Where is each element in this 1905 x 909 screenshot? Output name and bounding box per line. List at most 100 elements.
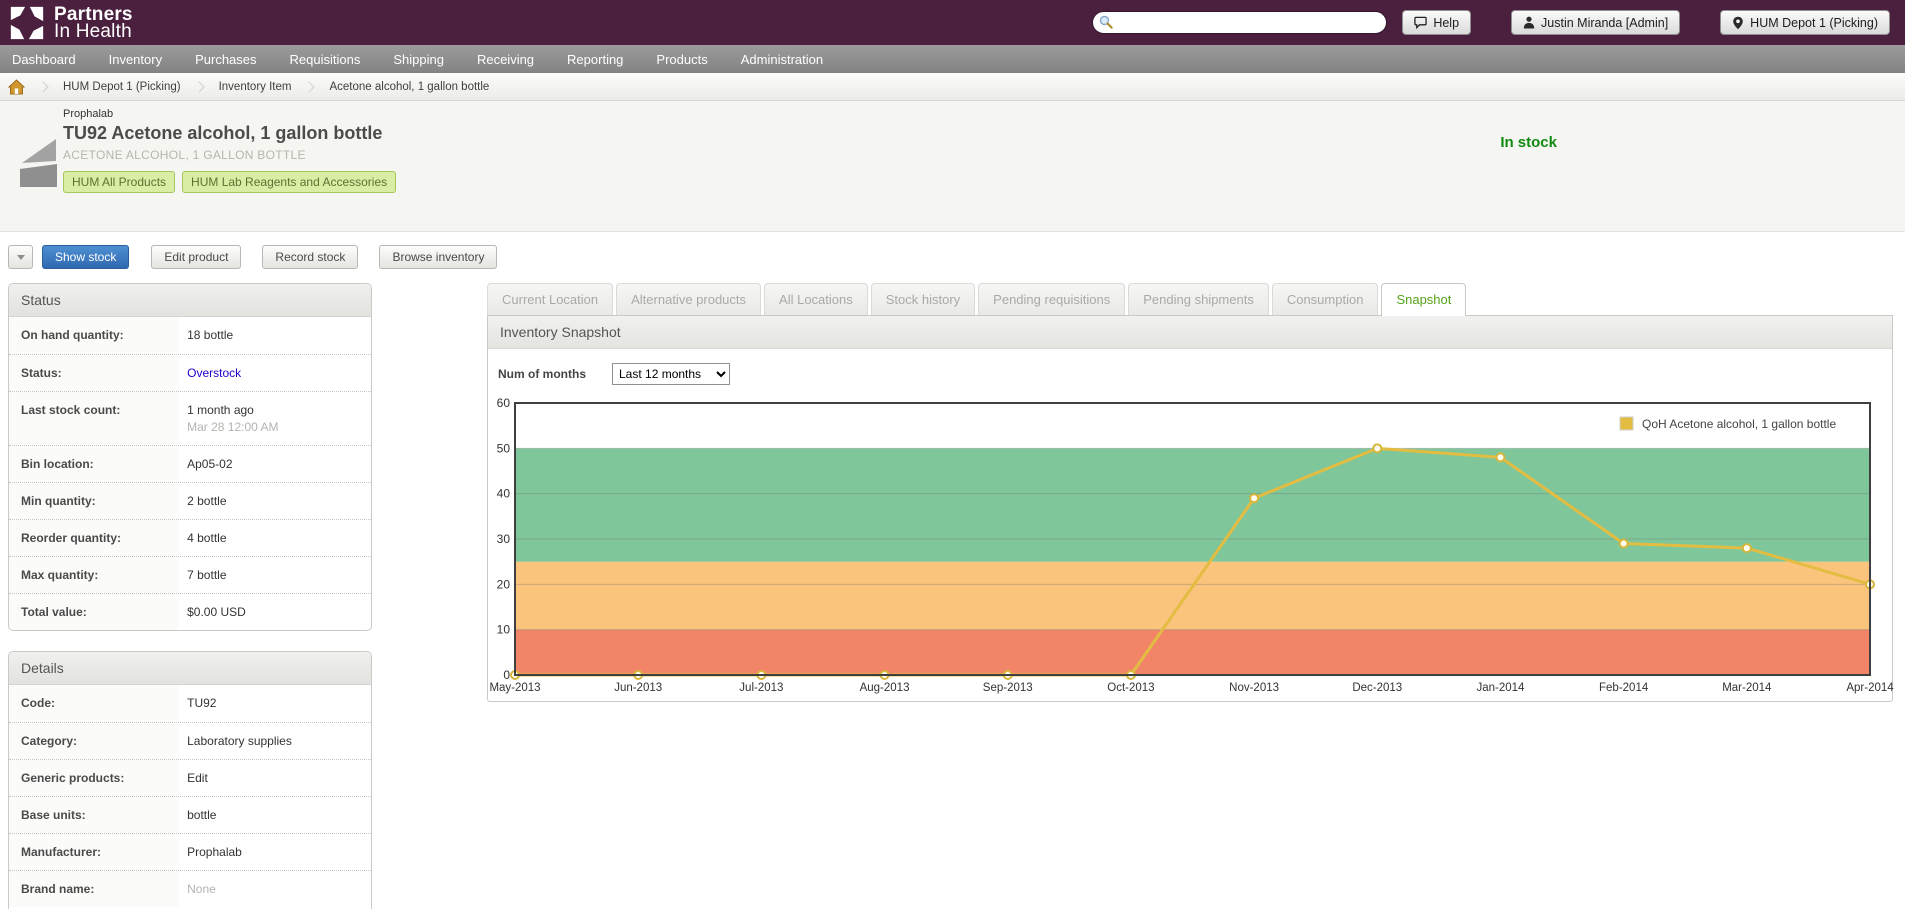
nav-item-receiving[interactable]: Receiving <box>477 52 534 67</box>
row-value-text: bottle <box>187 808 363 822</box>
snapshot-panel-title: Inventory Snapshot <box>488 316 1892 349</box>
row-value: TU92 <box>179 685 371 722</box>
row-value-text: 4 bottle <box>187 531 363 545</box>
x-axis-tick: Dec-2013 <box>1352 682 1402 694</box>
user-icon <box>1523 16 1535 29</box>
x-axis-tick: Jul-2013 <box>739 682 783 694</box>
product-image-placeholder <box>10 133 64 194</box>
row-subvalue: Mar 28 12:00 AM <box>187 420 363 434</box>
search-icon <box>1099 15 1113 34</box>
inventory-chart: 0102030405060May-2013Jun-2013Jul-2013Aug… <box>488 397 1892 697</box>
table-row: Last stock count:1 month agoMar 28 12:00… <box>9 391 371 445</box>
row-label: Reorder quantity: <box>9 520 179 556</box>
tab-snapshot[interactable]: Snapshot <box>1381 283 1466 316</box>
pih-logo-icon <box>8 4 46 42</box>
months-select[interactable]: Last 12 months <box>612 363 730 385</box>
row-value-text: Prophalab <box>187 845 363 859</box>
row-label: Manufacturer: <box>9 834 179 870</box>
nav-item-purchases[interactable]: Purchases <box>195 52 256 67</box>
nav-item-products[interactable]: Products <box>656 52 707 67</box>
details-panel-title: Details <box>9 652 371 685</box>
row-value: Overstock <box>179 355 371 391</box>
tab-pending-shipments[interactable]: Pending shipments <box>1128 283 1269 315</box>
status-rows: On hand quantity:18 bottleStatus:Oversto… <box>9 317 371 630</box>
threshold-band <box>515 562 1870 630</box>
tab-consumption[interactable]: Consumption <box>1272 283 1379 315</box>
overstock-link[interactable]: Overstock <box>187 366 363 380</box>
table-row: Base units: bottle <box>9 796 371 833</box>
tab-stock-history[interactable]: Stock history <box>871 283 975 315</box>
row-value-text: 7 bottle <box>187 568 363 582</box>
product-tag-hum-lab-reagents-and-accessories[interactable]: HUM Lab Reagents and Accessories <box>182 171 396 193</box>
row-value-text: Ap05-02 <box>187 457 363 471</box>
legend-swatch <box>1620 417 1633 430</box>
nav-item-requisitions[interactable]: Requisitions <box>290 52 361 67</box>
breadcrumb-item-acetone-alcohol-1-gallon-bottle[interactable]: Acetone alcohol, 1 gallon bottle <box>329 81 489 93</box>
details-panel: Details Code:TU92Category:Laboratory sup… <box>8 651 372 909</box>
stock-status-badge: In stock <box>1500 134 1557 151</box>
location-menu-button[interactable]: HUM Depot 1 (Picking) <box>1720 10 1890 35</box>
home-icon[interactable] <box>8 79 25 95</box>
nav-item-inventory[interactable]: Inventory <box>109 52 162 67</box>
status-panel: Status On hand quantity:18 bottleStatus:… <box>8 283 372 631</box>
row-label: Max quantity: <box>9 557 179 593</box>
actions-toolbar: Show stock Edit product Record stock Bro… <box>8 245 497 269</box>
breadcrumb-separator-icon <box>193 81 204 92</box>
x-axis-tick: May-2013 <box>489 682 540 694</box>
row-value: 1 month agoMar 28 12:00 AM <box>179 392 371 445</box>
tab-all-locations[interactable]: All Locations <box>764 283 868 315</box>
row-value: Ap05-02 <box>179 446 371 482</box>
caret-down-icon <box>17 255 25 260</box>
table-row: Min quantity:2 bottle <box>9 482 371 519</box>
help-button[interactable]: Help <box>1402 10 1471 35</box>
x-axis-tick: Mar-2014 <box>1722 682 1772 694</box>
nav-item-reporting[interactable]: Reporting <box>567 52 623 67</box>
location-label: HUM Depot 1 (Picking) <box>1750 16 1878 30</box>
product-header: Prophalab TU92 Acetone alcohol, 1 gallon… <box>0 101 1905 232</box>
product-title: TU92 Acetone alcohol, 1 gallon bottle <box>63 123 403 144</box>
tabs-row: Current LocationAlternative productsAll … <box>487 283 1893 316</box>
row-label: Total value: <box>9 594 179 630</box>
product-tag-hum-all-products[interactable]: HUM All Products <box>63 171 175 193</box>
brand-text: Partners In Health <box>54 6 133 40</box>
row-label: Bin location: <box>9 446 179 482</box>
tab-current-location[interactable]: Current Location <box>487 283 613 315</box>
row-value: 2 bottle <box>179 483 371 519</box>
breadcrumb-item-hum-depot-1-picking[interactable]: HUM Depot 1 (Picking) <box>63 81 181 93</box>
row-label: Base units: <box>9 797 179 833</box>
right-column: Current LocationAlternative productsAll … <box>487 283 1893 702</box>
help-bubble-icon <box>1414 16 1427 29</box>
table-row: Max quantity: 7 bottle <box>9 556 371 593</box>
x-axis-tick: Apr-2014 <box>1846 682 1894 694</box>
row-value-text: 18 bottle <box>187 328 363 342</box>
search-input[interactable] <box>1092 11 1387 34</box>
row-value: $0.00 USD <box>179 594 371 630</box>
user-menu-button[interactable]: Justin Miranda [Admin] <box>1511 10 1680 35</box>
product-manufacturer: Prophalab <box>63 108 403 120</box>
tab-pending-requisitions[interactable]: Pending requisitions <box>978 283 1125 315</box>
nav-items: Dashboard Inventory Purchases Requisitions S… <box>0 45 1905 73</box>
row-value: bottle <box>179 797 371 833</box>
nav-item-dashboard[interactable]: Dashboard <box>12 52 76 67</box>
record-stock-button[interactable]: Record stock <box>262 245 358 269</box>
row-value-text: $0.00 USD <box>187 605 363 619</box>
pih-logo[interactable]: Partners In Health <box>0 4 133 42</box>
row-value-text: None <box>187 882 363 896</box>
row-value: None <box>179 871 371 907</box>
breadcrumb-item-inventory-item[interactable]: Inventory Item <box>219 81 292 93</box>
nav-item-shipping[interactable]: Shipping <box>393 52 444 67</box>
browse-inventory-button[interactable]: Browse inventory <box>379 245 497 269</box>
row-value: Edit <box>179 760 371 796</box>
breadcrumb-separator-icon <box>37 81 48 92</box>
nav-item-administration[interactable]: Administration <box>741 52 823 67</box>
snapshot-panel: Inventory Snapshot Num of months Last 12… <box>487 316 1893 702</box>
show-stock-button[interactable]: Show stock <box>42 245 129 269</box>
left-column: Status On hand quantity:18 bottleStatus:… <box>8 283 372 909</box>
table-row: Category:Laboratory supplies <box>9 722 371 759</box>
more-actions-dropdown-button[interactable] <box>8 245 33 269</box>
top-header: Partners In Health Help <box>0 0 1905 45</box>
edit-product-button[interactable]: Edit product <box>151 245 241 269</box>
row-value-text: Laboratory supplies <box>187 734 363 748</box>
tab-alternative-products[interactable]: Alternative products <box>616 283 761 315</box>
edit-link[interactable]: Edit <box>187 771 363 785</box>
